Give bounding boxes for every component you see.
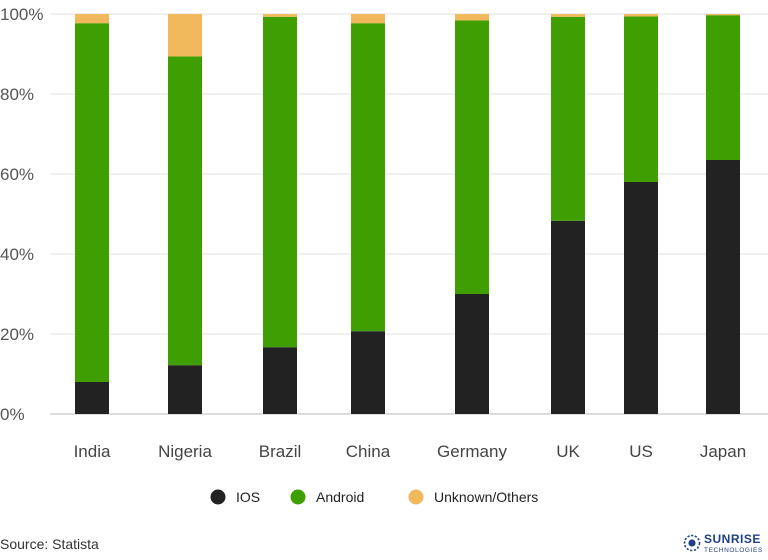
brand-tagline: TECHNOLOGIES bbox=[704, 547, 763, 554]
x-tick-label: US bbox=[629, 442, 653, 461]
sunrise-logo-icon bbox=[683, 534, 701, 552]
x-axis-labels: India Nigeria Brazil China Germany UK US Japan bbox=[74, 442, 747, 461]
bar-segment bbox=[706, 14, 740, 16]
y-tick-label: 40% bbox=[0, 245, 34, 264]
x-tick-label: UK bbox=[556, 442, 580, 461]
bar-segment bbox=[455, 294, 489, 414]
bar-segment bbox=[624, 182, 658, 414]
brand-name: SUNRISE bbox=[704, 532, 761, 546]
bar-segment bbox=[351, 23, 385, 332]
bar-segment bbox=[624, 16, 658, 183]
y-tick-label: 20% bbox=[0, 325, 34, 344]
x-tick-label: China bbox=[346, 442, 391, 461]
bar-segment bbox=[551, 16, 585, 221]
gridlines bbox=[50, 13, 768, 415]
y-tick-label: 60% bbox=[0, 165, 34, 184]
y-tick-label: 0% bbox=[0, 405, 25, 424]
legend-marker bbox=[210, 489, 226, 505]
bar-segment bbox=[624, 14, 658, 17]
bar-segment bbox=[706, 15, 740, 161]
bar-segment bbox=[455, 20, 489, 295]
bar-segment bbox=[263, 347, 297, 414]
bar-segment bbox=[75, 23, 109, 382]
bar-segment bbox=[455, 14, 489, 21]
legend-marker bbox=[290, 489, 306, 505]
x-tick-label: Nigeria bbox=[158, 442, 212, 461]
y-tick-label: 100% bbox=[0, 5, 43, 24]
x-tick-label: Germany bbox=[437, 442, 507, 461]
bar-segment bbox=[351, 331, 385, 414]
bar-segment bbox=[706, 160, 740, 414]
bars bbox=[75, 14, 740, 414]
x-tick-label: Japan bbox=[700, 442, 746, 461]
legend: IOS Android Unknown/Others bbox=[210, 489, 538, 505]
bar-segment bbox=[168, 14, 202, 57]
legend-marker bbox=[408, 489, 424, 505]
bar-segment bbox=[168, 56, 202, 366]
legend-label: Unknown/Others bbox=[434, 489, 538, 505]
bar-segment bbox=[551, 220, 585, 414]
source-text: Source: Statista bbox=[0, 536, 99, 552]
bar-segment bbox=[75, 14, 109, 24]
y-axis-ticks: 0% 20% 40% 60% 80% 100% bbox=[0, 5, 43, 424]
legend-label: IOS bbox=[236, 489, 260, 505]
bar-segment bbox=[263, 14, 297, 17]
bar-segment bbox=[551, 14, 585, 17]
legend-label: Android bbox=[316, 489, 364, 505]
bar-segment bbox=[351, 14, 385, 24]
brand-logo: SUNRISE TECHNOLOGIES bbox=[683, 532, 763, 554]
bar-segment bbox=[168, 365, 202, 414]
y-tick-label: 80% bbox=[0, 85, 34, 104]
bar-segment bbox=[75, 382, 109, 414]
bar-segment bbox=[263, 16, 297, 348]
x-tick-label: India bbox=[74, 442, 111, 461]
x-tick-label: Brazil bbox=[259, 442, 302, 461]
